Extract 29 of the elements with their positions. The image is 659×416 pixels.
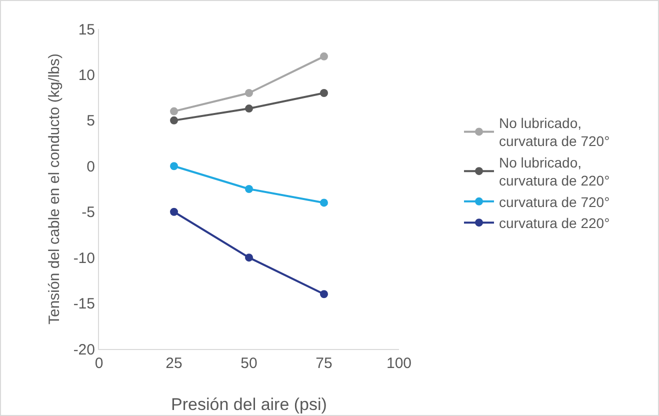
point: [320, 52, 328, 60]
y-axis-title: Tensión del cable en el conducto (kg/lbs): [46, 54, 63, 324]
y-tick-label: 15: [78, 21, 95, 38]
y-tick-label: 10: [78, 66, 95, 84]
x-tick-label: 25: [166, 355, 182, 372]
point: [320, 89, 328, 97]
point: [245, 185, 253, 193]
point: [245, 104, 253, 113]
y-tick-label: 0: [86, 158, 95, 176]
x-axis-title: Presión del aire (psi): [171, 395, 327, 414]
point: [320, 198, 328, 207]
point: [245, 89, 253, 97]
x-tick-label: 50: [240, 355, 258, 372]
point: [170, 162, 178, 170]
legend-label: No lubricado, curvatura de 720°: [499, 115, 610, 150]
y-tick-label: -20: [73, 341, 95, 358]
y-tick-label: -10: [73, 250, 95, 267]
x-tick-label: 75: [316, 355, 332, 372]
legend-label: curvatura de 220°: [499, 215, 610, 232]
point: [320, 290, 328, 298]
y-tick-label: 5: [86, 112, 95, 130]
point: [170, 107, 178, 116]
point: [170, 208, 178, 216]
y-tick-label: -15: [73, 296, 95, 313]
point: [170, 116, 178, 124]
point: [245, 254, 253, 262]
y-tick-label: -5: [82, 204, 95, 222]
x-tick-label: 100: [386, 355, 412, 372]
legend-label: curvatura de 720°: [499, 194, 610, 210]
